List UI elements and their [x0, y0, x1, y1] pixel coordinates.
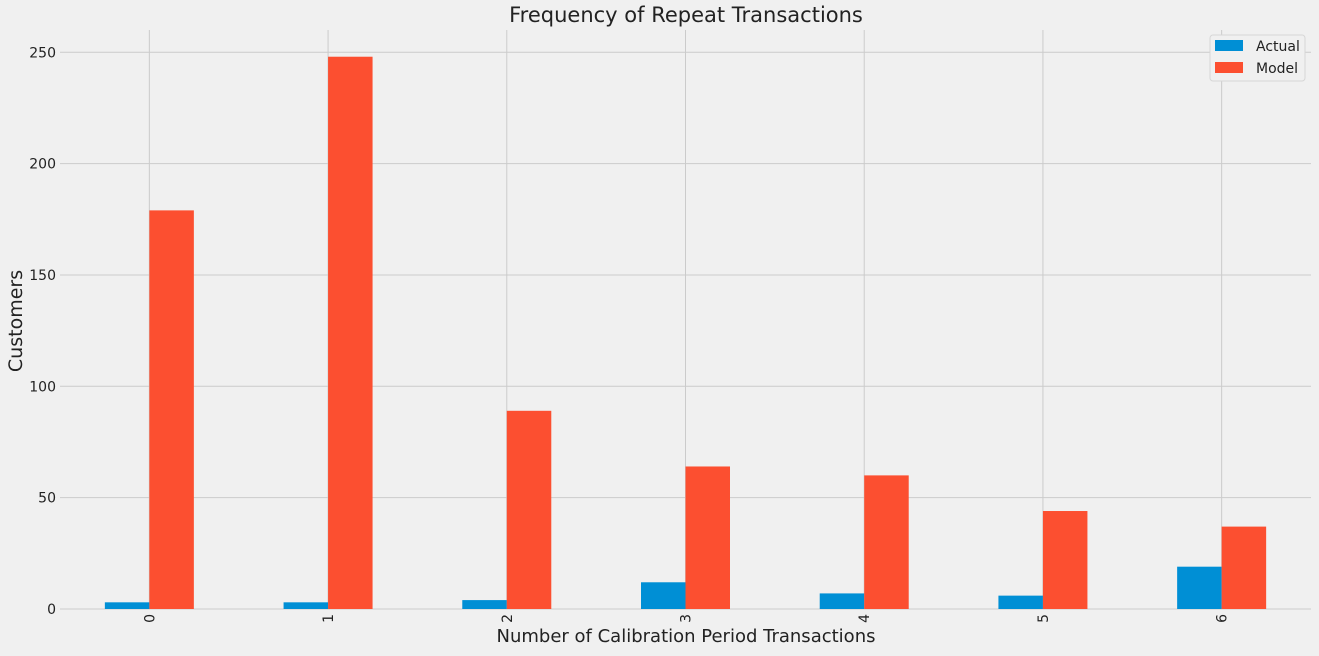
- bar-model-2: [506, 410, 552, 609]
- x-tick-label: 6: [1215, 614, 1231, 623]
- x-tick-label: 4: [857, 614, 873, 623]
- bar-model-4: [864, 475, 909, 609]
- x-tick-label: 2: [500, 614, 516, 623]
- x-axis-label: Number of Calibration Period Transaction…: [497, 626, 876, 647]
- grid: [60, 30, 1311, 610]
- bar-model-5: [1042, 511, 1088, 609]
- y-tick-label: 250: [29, 45, 56, 61]
- legend-swatch-model: [1215, 62, 1243, 73]
- y-tick-label: 0: [47, 602, 56, 618]
- y-tick-label: 150: [29, 268, 56, 284]
- bar-actual-2: [462, 600, 507, 609]
- chart-title: Frequency of Repeat Transactions: [509, 3, 863, 27]
- bar-actual-0: [104, 602, 150, 609]
- y-tick-label: 50: [38, 491, 56, 507]
- x-tick-label: 3: [679, 614, 695, 623]
- y-tick-label: 200: [29, 157, 56, 173]
- legend-swatch-actual: [1215, 40, 1243, 51]
- x-tick-label: 5: [1036, 614, 1052, 623]
- legend-label-actual: Actual: [1256, 39, 1300, 55]
- x-tick-label: 0: [142, 614, 158, 623]
- legend-label-model: Model: [1256, 61, 1298, 77]
- y-axis-label: Customers: [5, 270, 27, 372]
- bar-actual-1: [283, 602, 329, 609]
- y-tick-label: 100: [29, 379, 56, 395]
- bar-actual-4: [819, 593, 865, 609]
- ticks: 0 50 100 150 200 250 0 1 2 3 4 5 6: [29, 45, 1230, 623]
- bar-actual-5: [998, 595, 1043, 609]
- bar-actual-3: [641, 582, 686, 609]
- legend: Actual Model: [1209, 34, 1306, 82]
- bar-model-6: [1221, 526, 1267, 609]
- bars: [104, 56, 1267, 609]
- bar-model-3: [685, 466, 730, 609]
- bar-model-1: [328, 56, 373, 609]
- bar-model-0: [149, 210, 194, 609]
- x-tick-label: 1: [321, 614, 337, 623]
- bar-actual-6: [1177, 566, 1222, 609]
